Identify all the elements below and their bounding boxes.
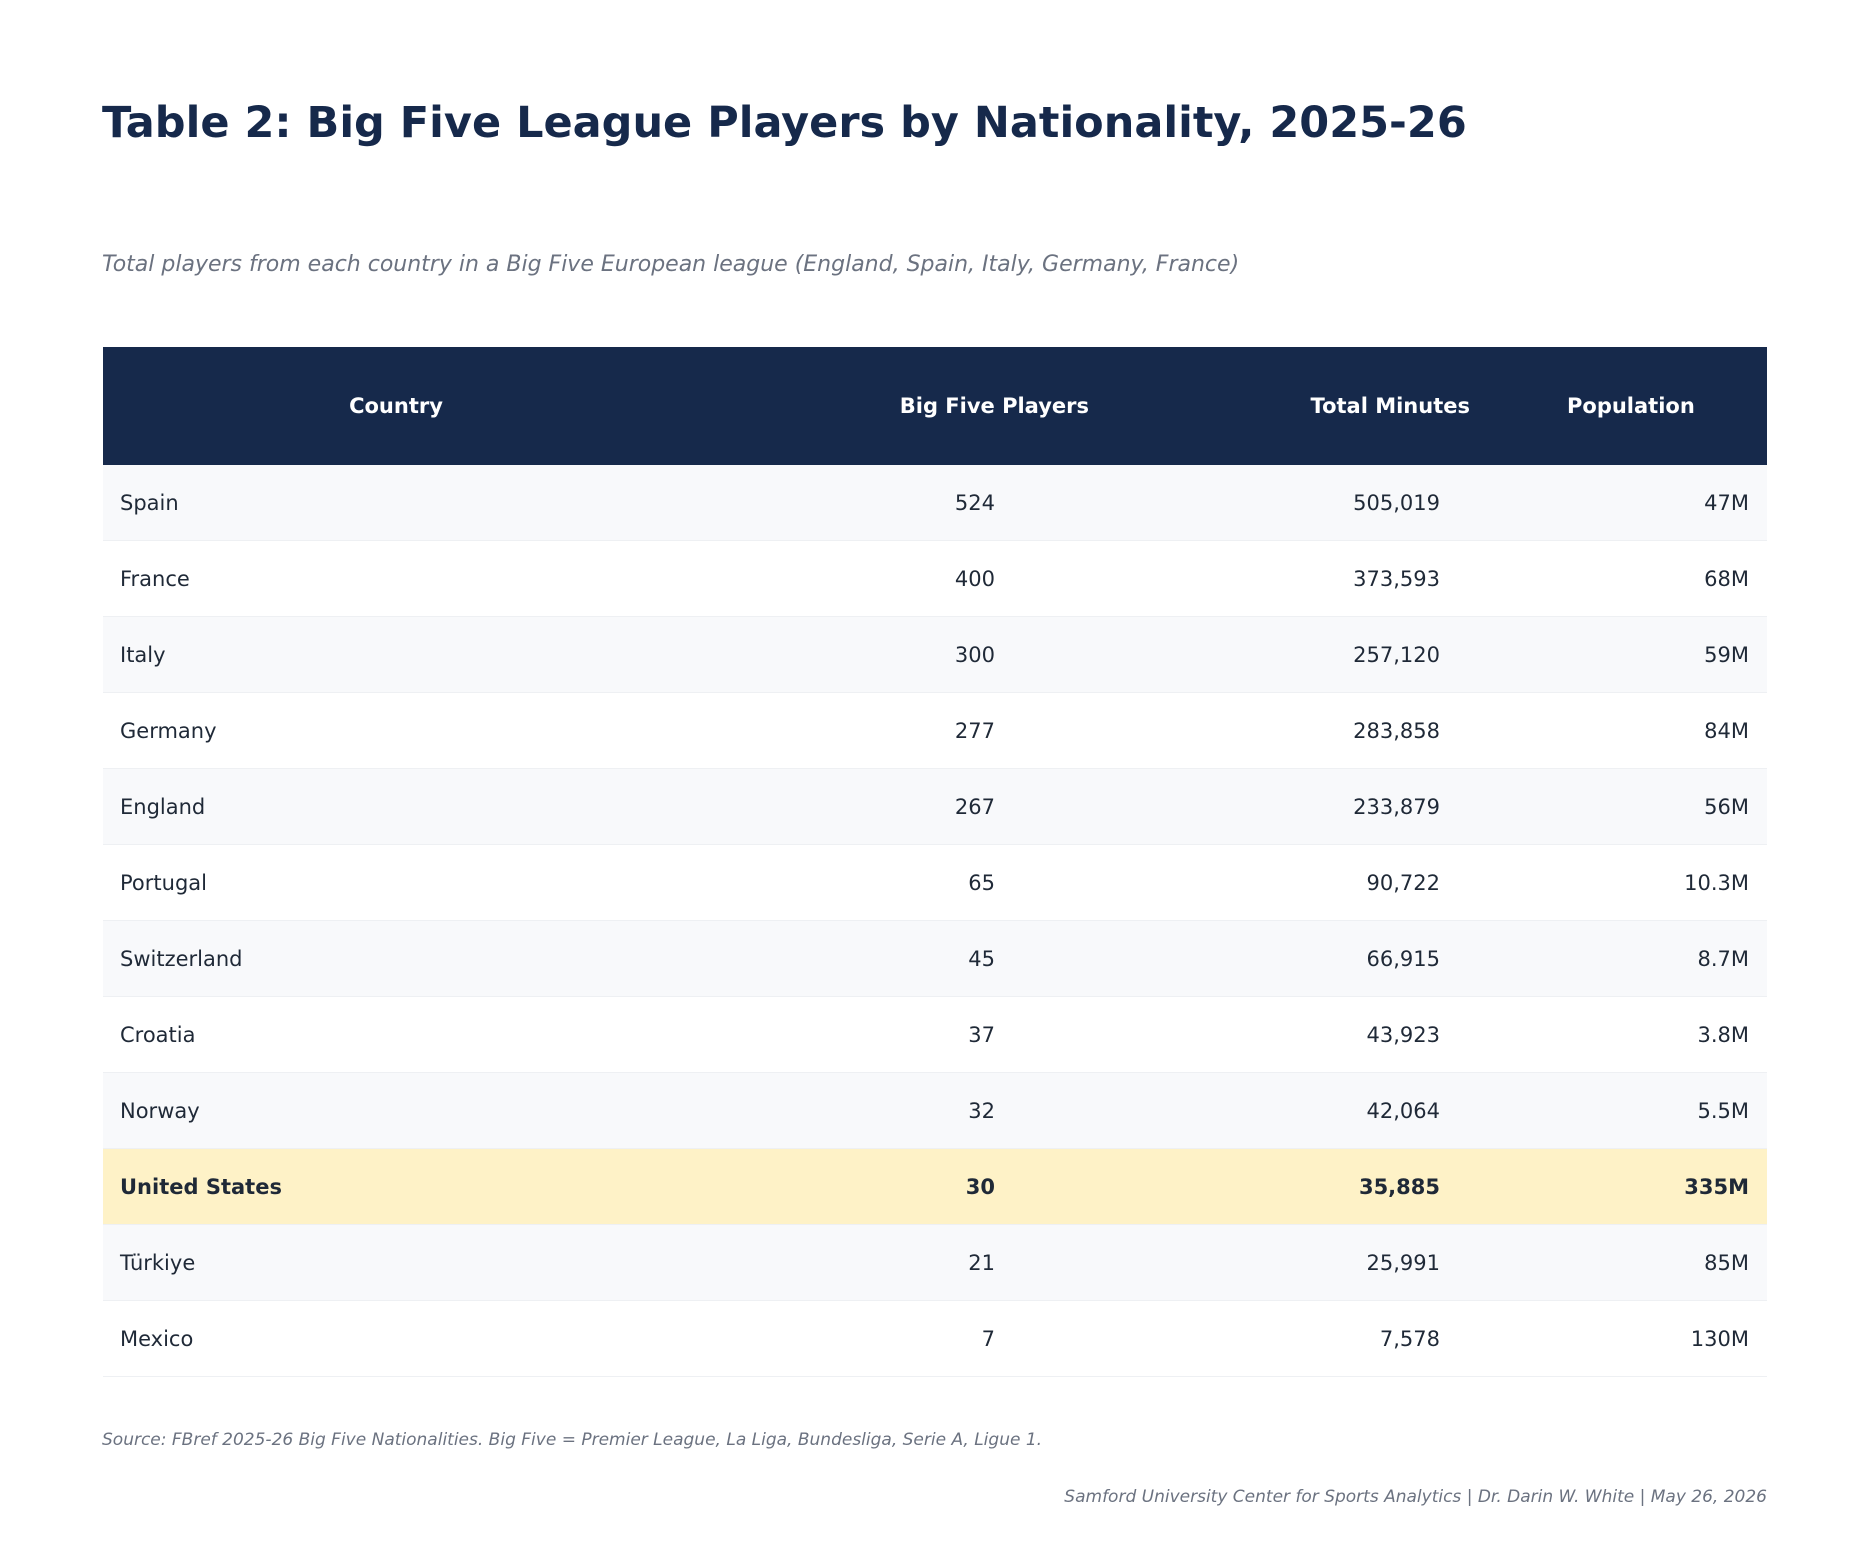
table-row: Spain 524 505,019 47M [103, 465, 1767, 541]
table-body: Spain 524 505,019 47M France 400 373,593… [103, 465, 1767, 1377]
cell-players: 21 [689, 1224, 1175, 1301]
cell-country: Mexico [103, 1300, 689, 1377]
header-big-five-players: Big Five Players [689, 347, 1175, 465]
cell-country: Norway [103, 1072, 689, 1149]
table-row: England 267 233,879 56M [103, 768, 1767, 845]
cell-minutes: 233,879 [1175, 768, 1567, 845]
cell-players: 37 [689, 996, 1175, 1073]
cell-population: 5.5M [1567, 1072, 1767, 1149]
table-row: Portugal 65 90,722 10.3M [103, 844, 1767, 921]
cell-players: 32 [689, 1072, 1175, 1149]
header-row: Country Big Five Players Total Minutes P… [103, 347, 1767, 465]
cell-minutes: 35,885 [1175, 1148, 1567, 1225]
cell-minutes: 283,858 [1175, 692, 1567, 769]
cell-players: 400 [689, 540, 1175, 617]
cell-players: 45 [689, 920, 1175, 997]
cell-population: 3.8M [1567, 996, 1767, 1073]
cell-minutes: 43,923 [1175, 996, 1567, 1073]
cell-country: Germany [103, 692, 689, 769]
cell-country: France [103, 540, 689, 617]
table-row: France 400 373,593 68M [103, 540, 1767, 617]
table-row: Norway 32 42,064 5.5M [103, 1072, 1767, 1149]
cell-country: Croatia [103, 996, 689, 1073]
table-row-highlighted: United States 30 35,885 335M [103, 1148, 1767, 1225]
cell-players: 524 [689, 465, 1175, 541]
page-title: Table 2: Big Five League Players by Nati… [102, 98, 1467, 148]
credit-line: Samford University Center for Sports Ana… [1064, 1487, 1767, 1507]
header-country: Country [103, 347, 689, 465]
cell-country: Switzerland [103, 920, 689, 997]
header-total-minutes: Total Minutes [1175, 347, 1567, 465]
cell-population: 8.7M [1567, 920, 1767, 997]
cell-population: 56M [1567, 768, 1767, 845]
cell-population: 59M [1567, 616, 1767, 693]
table-row: Türkiye 21 25,991 85M [103, 1224, 1767, 1301]
cell-minutes: 257,120 [1175, 616, 1567, 693]
cell-country: Türkiye [103, 1224, 689, 1301]
source-note: Source: FBref 2025-26 Big Five Nationali… [102, 1430, 1043, 1450]
table-row: Italy 300 257,120 59M [103, 616, 1767, 693]
cell-population: 130M [1567, 1300, 1767, 1377]
cell-population: 47M [1567, 465, 1767, 541]
cell-players: 7 [689, 1300, 1175, 1377]
cell-population: 85M [1567, 1224, 1767, 1301]
cell-players: 267 [689, 768, 1175, 845]
cell-minutes: 90,722 [1175, 844, 1567, 921]
page-subtitle: Total players from each country in a Big… [102, 252, 1240, 277]
cell-minutes: 373,593 [1175, 540, 1567, 617]
cell-players: 277 [689, 692, 1175, 769]
cell-minutes: 66,915 [1175, 920, 1567, 997]
cell-country: Spain [103, 465, 689, 541]
cell-minutes: 42,064 [1175, 1072, 1567, 1149]
cell-players: 300 [689, 616, 1175, 693]
cell-country: United States [103, 1148, 689, 1225]
cell-minutes: 505,019 [1175, 465, 1567, 541]
cell-population: 68M [1567, 540, 1767, 617]
table-row: Mexico 7 7,578 130M [103, 1300, 1767, 1377]
cell-country: Italy [103, 616, 689, 693]
cell-country: Portugal [103, 844, 689, 921]
cell-population: 84M [1567, 692, 1767, 769]
table-header: Country Big Five Players Total Minutes P… [103, 347, 1767, 465]
cell-players: 30 [689, 1148, 1175, 1225]
cell-population: 335M [1567, 1148, 1767, 1225]
table-row: Germany 277 283,858 84M [103, 692, 1767, 769]
cell-country: England [103, 768, 689, 845]
cell-minutes: 25,991 [1175, 1224, 1567, 1301]
cell-players: 65 [689, 844, 1175, 921]
cell-population: 10.3M [1567, 844, 1767, 921]
header-population: Population [1567, 347, 1767, 465]
nationality-table: Country Big Five Players Total Minutes P… [103, 347, 1767, 1377]
table-row: Switzerland 45 66,915 8.7M [103, 920, 1767, 997]
table-row: Croatia 37 43,923 3.8M [103, 996, 1767, 1073]
cell-minutes: 7,578 [1175, 1300, 1567, 1377]
